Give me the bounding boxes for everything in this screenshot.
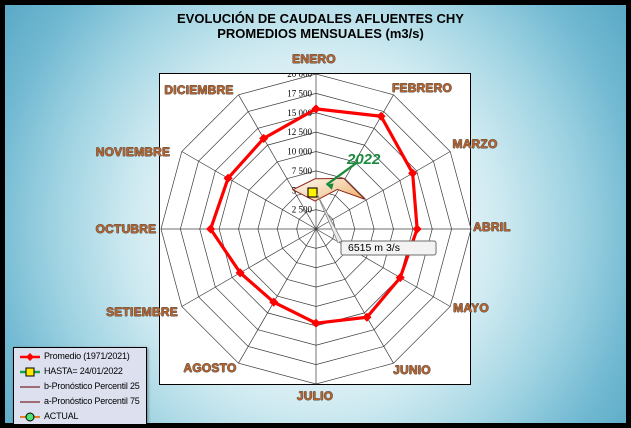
svg-text:6515 m 3/s: 6515 m 3/s (348, 242, 400, 254)
svg-text:2022: 2022 (346, 151, 381, 168)
